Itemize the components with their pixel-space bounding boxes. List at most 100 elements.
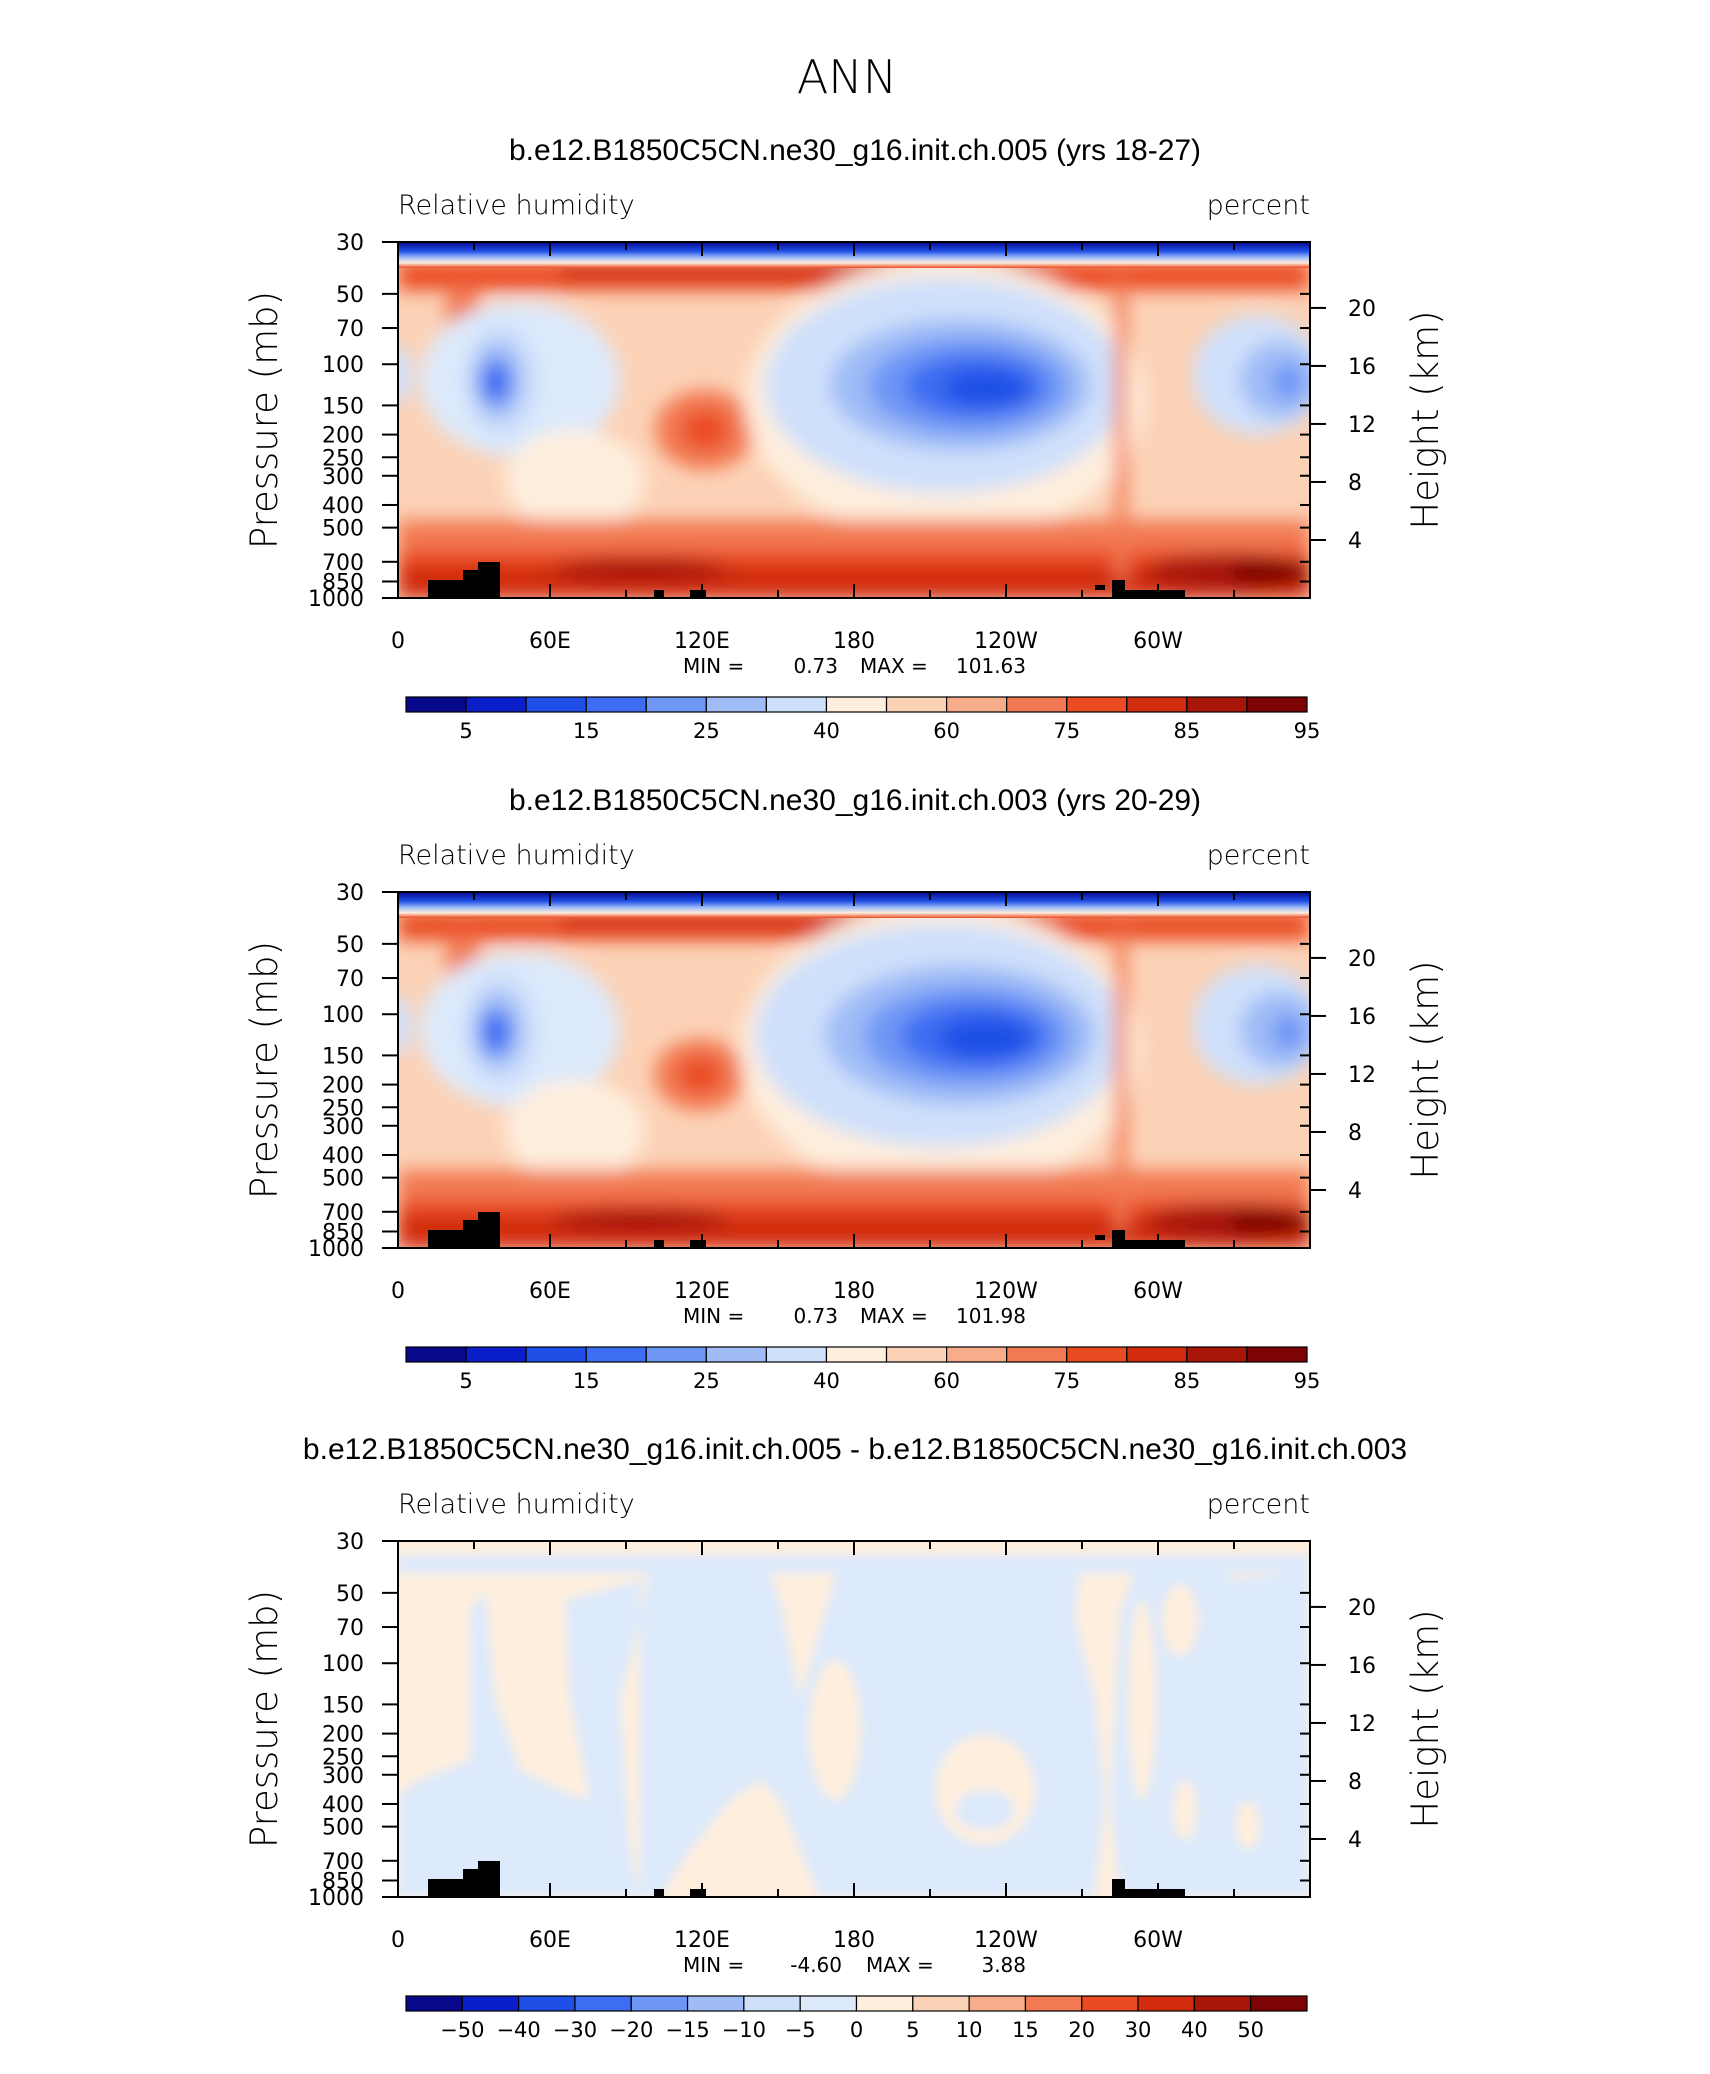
panel-1-colorbar-box (1006, 696, 1068, 713)
panel-3-colorbar-label: 5 (906, 2018, 919, 2042)
panel-1-max-label: MAX = (860, 654, 928, 678)
panel-2-colorbar-box (405, 1346, 467, 1363)
panel-1-y-tick-label: 30 (336, 231, 364, 256)
panel-1-colorbar-box (1186, 696, 1248, 713)
panel-2-colorbar-box (1006, 1346, 1068, 1363)
panel-3-colorbar-box (461, 1995, 520, 2012)
panel-2-colorbar-box (525, 1346, 587, 1363)
panel-2-colorbar-box (585, 1346, 647, 1363)
panel-3-y-tick-label: 400 (322, 1793, 364, 1818)
panel-3-colorbar-box (1081, 1995, 1139, 2012)
panel-2-right-label: percent (1207, 840, 1310, 871)
panel-1-y-tick-label: 500 (322, 517, 364, 542)
panel-3-colorbar-box (405, 1995, 463, 2012)
panel-2-title: b.e12.B1850C5CN.ne30_g16.init.ch.003 (yr… (509, 784, 1201, 817)
panel-1-colorbar-label: 15 (573, 719, 600, 743)
panel-1-y-tick-label: 1000 (308, 587, 364, 612)
panel-1-height-tick-label: 8 (1348, 471, 1362, 496)
panel-3-y-tick-label: 850 (322, 1870, 364, 1895)
panel-2-y-tick-label: 400 (322, 1144, 364, 1169)
panel-1-right-label: percent (1207, 190, 1310, 221)
panel-2-ylabel: Pressure (mb) (243, 941, 286, 1199)
panel-3-height-tick-label: 8 (1348, 1770, 1362, 1795)
panel-1-x-tick-label: 120W (974, 629, 1038, 654)
panel-2-colorbar: 5 15 25 40 60 75 85 95 (405, 1346, 1321, 1393)
panel-2-colorbar-box (1066, 1346, 1128, 1363)
panel-1-colorbar-label: 25 (693, 719, 720, 743)
panel-2-height-tick-label: 20 (1348, 947, 1376, 972)
panel-1-y-tick-label: 300 (322, 465, 364, 490)
panel-3: b.e12.B1850C5CN.ne30_g16.init.ch.005 - b… (243, 1433, 1447, 2042)
panel-3-y-tick-label: 250 (322, 1745, 364, 1770)
panel-3-colorbar-label: −15 (665, 2018, 709, 2042)
panel-3-x-tick-label: 120E (674, 1928, 730, 1953)
panel-2-colorbar-label: 5 (459, 1369, 472, 1393)
panel-2-colorbar-label: 95 (1294, 1369, 1321, 1393)
panel-2-y-tick-label: 70 (336, 967, 364, 992)
panel-3-colorbar-box (1024, 1995, 1083, 2012)
panel-2-colorbar-box (765, 1346, 828, 1363)
panel-3-y-tick-label: 1000 (308, 1886, 364, 1911)
panel-2-max-value: 101.98 (956, 1304, 1026, 1328)
panel-3-y-tick-label: 700 (322, 1850, 364, 1875)
panel-3-colorbar-label: 15 (1012, 2018, 1039, 2042)
panel-1-height-tick-label: 4 (1348, 529, 1362, 554)
panel-3-colorbar-box (743, 1995, 801, 2012)
panel-3-colorbar-label: −50 (440, 2018, 484, 2042)
panel-2-y-tick-label: 700 (322, 1201, 364, 1226)
panel-2-colorbar-box (1246, 1346, 1308, 1363)
panel-3-colorbar-box (968, 1995, 1027, 2012)
panel-1-y-tick-label: 400 (322, 494, 364, 519)
panel-3-colorbar-box (855, 1995, 914, 2012)
panel-3-x-tick-label: 180 (833, 1928, 875, 1953)
panel-1-title: b.e12.B1850C5CN.ne30_g16.init.ch.005 (yr… (509, 134, 1201, 167)
panel-1-y-tick-label: 50 (336, 283, 364, 308)
panel-3-colorbar-box (799, 1995, 858, 2012)
panel-3-colorbar-box (518, 1995, 576, 2012)
panel-2-colorbar-box (945, 1346, 1008, 1363)
panel-3-x-tick-label: 60W (1133, 1928, 1183, 1953)
panel-2-colorbar-box (1126, 1346, 1188, 1363)
panel-1-ylabel-right: Height (km) (1404, 310, 1447, 529)
panel-1-colorbar-label: 85 (1173, 719, 1200, 743)
panel-3-y-tick-label: 150 (322, 1693, 364, 1718)
panel-1-y-tick-label: 700 (322, 551, 364, 576)
panel-2-ylabel-right: Height (km) (1404, 960, 1447, 1179)
panel-3-colorbar-box (574, 1995, 632, 2012)
panel-1-left-label: Relative humidity (398, 190, 635, 221)
panel-3-height-tick-label: 12 (1348, 1712, 1376, 1737)
panel-1-y-tick-label: 100 (322, 353, 364, 378)
panel-1-y-tick-label: 200 (322, 424, 364, 449)
panel-1-height-tick-label: 16 (1348, 355, 1376, 380)
panel-2-colorbar-box (1186, 1346, 1248, 1363)
panel-1-ylabel: Pressure (mb) (243, 291, 286, 549)
panel-2-x-tick-label: 60W (1133, 1279, 1183, 1304)
panel-3-ylabel-right: Height (km) (1404, 1609, 1447, 1828)
panel-2-y-tick-label: 500 (322, 1167, 364, 1192)
panel-1-colorbar-label: 5 (459, 719, 472, 743)
panel-3-colorbar-label: −10 (722, 2018, 766, 2042)
panel-2-x-tick-label: 180 (833, 1279, 875, 1304)
panel-3-height-tick-label: 16 (1348, 1654, 1376, 1679)
panel-2-min-value: 0.73 (793, 1304, 838, 1328)
panel-1-y-tick-label: 850 (322, 571, 364, 596)
panel-1-colorbar-box (645, 696, 707, 713)
panel-2-left-label: Relative humidity (398, 840, 635, 871)
panel-2-colorbar-label: 60 (933, 1369, 960, 1393)
panel-3-y-tick-label: 100 (322, 1652, 364, 1677)
panel-1-colorbar-box (705, 696, 767, 713)
panel-3-colorbar-label: 20 (1068, 2018, 1095, 2042)
panel-1-colorbar-label: 95 (1294, 719, 1321, 743)
panel-3-colorbar-box (912, 1995, 970, 2012)
panel-2-colorbar-label: 85 (1173, 1369, 1200, 1393)
panel-3-colorbar-box (1137, 1995, 1195, 2012)
panel-3-colorbar-label: −40 (496, 2018, 540, 2042)
panel-1-contour-field (398, 242, 1310, 598)
panel-1-colorbar-box (885, 696, 948, 713)
panel-3-right-label: percent (1207, 1489, 1310, 1520)
panel-2-x-tick-label: 120W (974, 1279, 1038, 1304)
panel-1-colorbar: 5 15 25 40 60 75 85 95 (405, 696, 1321, 743)
